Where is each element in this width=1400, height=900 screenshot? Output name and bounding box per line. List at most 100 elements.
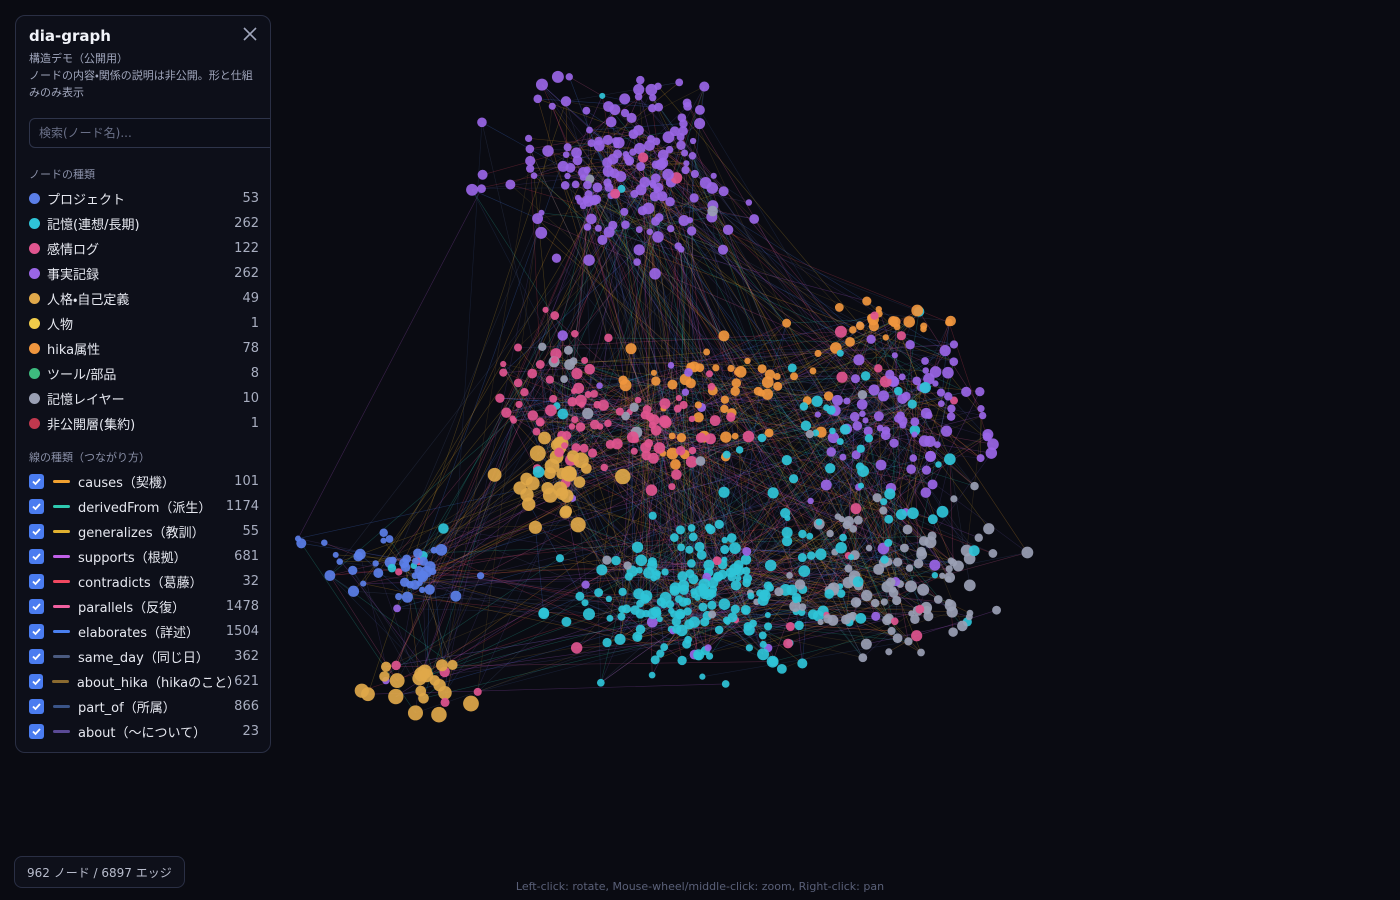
graph-node[interactable] [905,580,917,593]
graph-node[interactable] [992,605,1001,615]
graph-node[interactable] [681,149,689,157]
graph-node[interactable] [968,545,980,557]
graph-node[interactable] [718,598,731,610]
graph-node[interactable] [940,425,953,437]
graph-node[interactable] [413,548,423,558]
graph-node[interactable] [704,644,712,652]
graph-node[interactable] [699,81,710,92]
graph-node[interactable] [679,119,688,128]
graph-node[interactable] [927,479,938,490]
graph-node[interactable] [906,464,916,475]
graph-node[interactable] [785,622,795,632]
graph-node[interactable] [677,543,685,552]
graph-node[interactable] [839,424,851,435]
graph-node[interactable] [677,655,687,666]
graph-node[interactable] [945,318,953,327]
graph-node[interactable] [463,695,479,712]
graph-node[interactable] [354,548,366,560]
graph-node[interactable] [545,404,557,417]
graph-node[interactable] [500,360,507,368]
graph-node[interactable] [814,411,821,418]
graph-node[interactable] [505,179,516,190]
graph-node[interactable] [694,117,706,130]
graph-node[interactable] [855,462,865,471]
graph-node[interactable] [718,486,730,498]
graph-node[interactable] [714,625,724,635]
graph-node[interactable] [823,404,830,411]
graph-node[interactable] [633,244,645,256]
graph-node[interactable] [970,481,979,491]
graph-node[interactable] [575,422,586,432]
graph-node[interactable] [694,594,701,601]
graph-node[interactable] [633,83,645,96]
graph-node[interactable] [872,493,882,503]
graph-node[interactable] [399,577,410,587]
graph-node[interactable] [430,546,438,554]
graph-node[interactable] [690,169,699,179]
graph-node[interactable] [909,454,918,462]
graph-node[interactable] [857,389,868,400]
graph-node[interactable] [703,348,711,356]
graph-node[interactable] [917,583,930,596]
graph-node[interactable] [758,631,767,640]
graph-node[interactable] [682,639,692,649]
graph-node[interactable] [815,548,827,561]
graph-node[interactable] [584,391,592,399]
graph-node[interactable] [632,631,643,642]
graph-node[interactable] [395,592,403,601]
graph-node[interactable] [706,524,716,535]
graph-node[interactable] [688,151,697,160]
graph-node[interactable] [583,180,592,190]
graph-node[interactable] [571,147,582,159]
edge-checkbox[interactable] [29,548,44,564]
graph-node[interactable] [538,608,550,620]
edge-checkbox[interactable] [29,498,44,514]
graph-node[interactable] [759,589,771,602]
graph-node[interactable] [666,447,679,460]
graph-node[interactable] [623,153,632,162]
graph-node[interactable] [786,584,798,596]
graph-node[interactable] [742,573,753,584]
graph-node[interactable] [798,603,807,611]
graph-node[interactable] [550,356,558,364]
graph-node[interactable] [689,137,697,145]
graph-node[interactable] [936,388,946,397]
graph-node[interactable] [687,226,697,236]
graph-node[interactable] [888,376,900,388]
graph-node[interactable] [648,414,660,426]
edge-checkbox[interactable] [29,698,44,714]
graph-node[interactable] [634,396,642,404]
graph-node[interactable] [640,594,650,604]
graph-node[interactable] [391,660,401,671]
graph-node[interactable] [688,415,696,423]
graph-node[interactable] [707,205,718,217]
graph-node[interactable] [660,643,669,652]
graph-node[interactable] [535,78,548,91]
graph-node[interactable] [360,580,367,587]
graph-node[interactable] [881,426,891,435]
graph-node[interactable] [718,186,729,197]
graph-node[interactable] [884,514,894,524]
graph-node[interactable] [856,399,868,410]
graph-node[interactable] [587,448,598,458]
graph-node[interactable] [668,607,675,614]
graph-node[interactable] [560,375,568,384]
graph-node[interactable] [473,687,482,696]
graph-node[interactable] [903,316,916,328]
graph-node[interactable] [841,614,851,625]
graph-node[interactable] [693,412,704,423]
graph-node[interactable] [631,541,644,553]
graph-node[interactable] [586,126,593,134]
graph-node[interactable] [584,363,595,375]
graph-node[interactable] [495,393,505,403]
graph-node[interactable] [721,680,730,688]
graph-node[interactable] [535,226,548,239]
graph-node[interactable] [669,533,679,542]
graph-node[interactable] [859,410,866,418]
graph-node[interactable] [550,311,560,320]
graph-node[interactable] [988,549,998,558]
graph-node[interactable] [579,443,589,453]
graph-node[interactable] [683,160,690,167]
graph-node[interactable] [849,326,857,334]
graph-node[interactable] [657,149,669,161]
